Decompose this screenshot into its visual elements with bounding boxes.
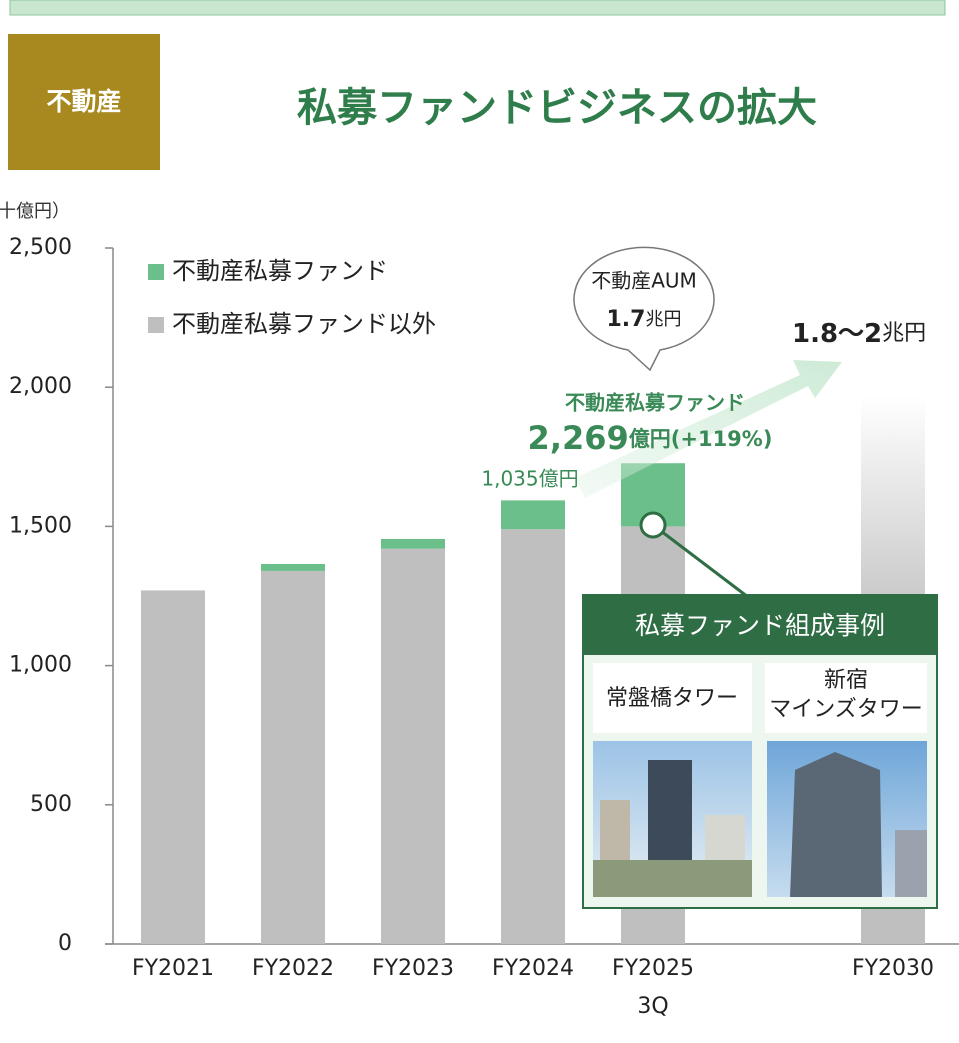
- bar-segment: [381, 548, 445, 944]
- badge: [8, 34, 160, 170]
- callout-line: [652, 523, 749, 599]
- legend-label: 不動産私募ファンド: [172, 257, 388, 285]
- bar-segment: [261, 570, 325, 944]
- bar-segment: [501, 529, 565, 944]
- case-item: 常盤橋タワー: [606, 686, 738, 711]
- title: 私募ファンドビジネスの拡大: [297, 85, 817, 131]
- aum-number: 1.7: [607, 307, 646, 332]
- case-cell: [593, 663, 752, 733]
- value-label: 2,269: [528, 419, 629, 457]
- fund-value-label: 2,269億円(+119%): [528, 419, 773, 457]
- aum-unit: 兆円: [645, 309, 681, 330]
- x-tick-label: FY2030: [851, 956, 935, 981]
- callout-dot: [639, 511, 667, 539]
- aum-label: 不動産AUM: [591, 269, 697, 293]
- x-tick-label: FY2023: [371, 956, 455, 981]
- fund-growth: 億円(+119%): [629, 427, 773, 451]
- target-unit: 兆円: [882, 321, 926, 346]
- aum-bubble: [573, 246, 715, 372]
- unit-label: 十億円）: [0, 201, 70, 222]
- y-tick-label: 1,500: [9, 513, 72, 538]
- badge-text: 不動産: [46, 87, 121, 116]
- legend-label: 不動産私募ファンド以外: [172, 310, 436, 338]
- target-label: 1.8～2兆円: [792, 319, 926, 349]
- x-tick-label: FY2025 3Q: [611, 956, 695, 1019]
- x-tick-label: FY2021: [131, 956, 215, 981]
- header-strip: [9, 0, 946, 16]
- x-tick-label: FY2024: [491, 956, 575, 981]
- value-label: 1,035億円: [481, 467, 578, 491]
- y-tick-label: 2,000: [9, 374, 72, 399]
- bar-segment: [261, 563, 325, 571]
- bar-segment: [141, 590, 205, 944]
- growth-arrow: [575, 360, 842, 498]
- fund-label: 不動産私募ファンド: [565, 391, 745, 415]
- y-tick-label: 2,500: [9, 235, 72, 260]
- case-title: 私募ファンド組成事例: [635, 611, 885, 640]
- x-tick-label: FY2022: [251, 956, 335, 981]
- y-tick-label: 0: [58, 931, 72, 956]
- bar-segment: [381, 538, 445, 549]
- aum-value: 1.7兆円: [607, 307, 682, 332]
- legend-swatch: [148, 264, 164, 280]
- legend-swatch: [148, 317, 164, 333]
- photo-building: [895, 830, 927, 897]
- bar-segment: [501, 500, 565, 530]
- case-box-header: [583, 595, 937, 655]
- photo-building: [790, 752, 882, 897]
- y-tick-label: 1,000: [9, 653, 72, 678]
- target-value: 1.8～2: [792, 319, 882, 349]
- case-cell: [765, 663, 927, 733]
- photo-ground: [593, 860, 752, 897]
- y-tick-label: 500: [30, 792, 72, 817]
- case-item: 新宿 マインズタワー: [769, 668, 923, 722]
